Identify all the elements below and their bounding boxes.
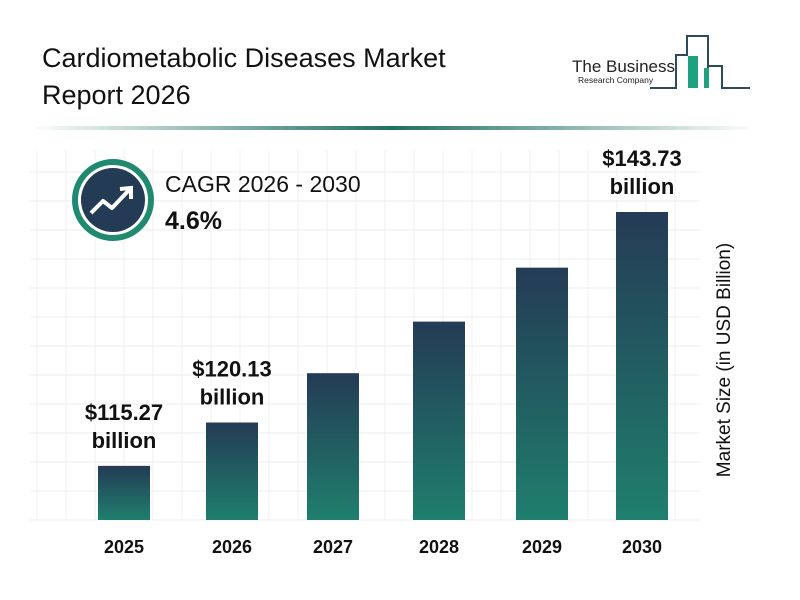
x-tick-label: 2030 (622, 537, 662, 557)
cagr-badge: CAGR 2026 - 2030 4.6% (72, 159, 361, 241)
logo: The Business Research Company (572, 35, 750, 89)
page-title: Cardiometabolic Diseases Market Report 2… (42, 43, 446, 110)
data-label: $120.13 (192, 357, 272, 382)
bar-2029 (516, 267, 568, 520)
bar-2025 (98, 465, 150, 520)
y-axis-label: Market Size (in USD Billion) (714, 243, 735, 477)
data-label-unit: billion (610, 174, 675, 199)
data-label-unit: billion (200, 385, 265, 410)
cagr-label: CAGR 2026 - 2030 (165, 171, 361, 197)
trending-up-icon (89, 187, 132, 215)
x-tick-label: 2027 (313, 537, 353, 557)
bar-2027 (307, 373, 359, 520)
bar-2028 (413, 321, 465, 520)
logo-line1: The Business (572, 57, 675, 76)
x-tick-label: 2025 (104, 537, 144, 557)
x-tick-label: 2028 (419, 537, 459, 557)
data-label: $115.27 (85, 400, 163, 425)
bar-2026 (206, 422, 258, 520)
bar-2030 (616, 211, 668, 520)
data-label: $143.73 (602, 146, 682, 171)
logo-line2: Research Company (578, 75, 654, 85)
x-tick-label: 2026 (212, 537, 252, 557)
data-label-unit: billion (92, 428, 157, 453)
cagr-value: 4.6% (165, 207, 222, 235)
x-tick-label: 2029 (522, 537, 562, 557)
divider (30, 126, 755, 130)
